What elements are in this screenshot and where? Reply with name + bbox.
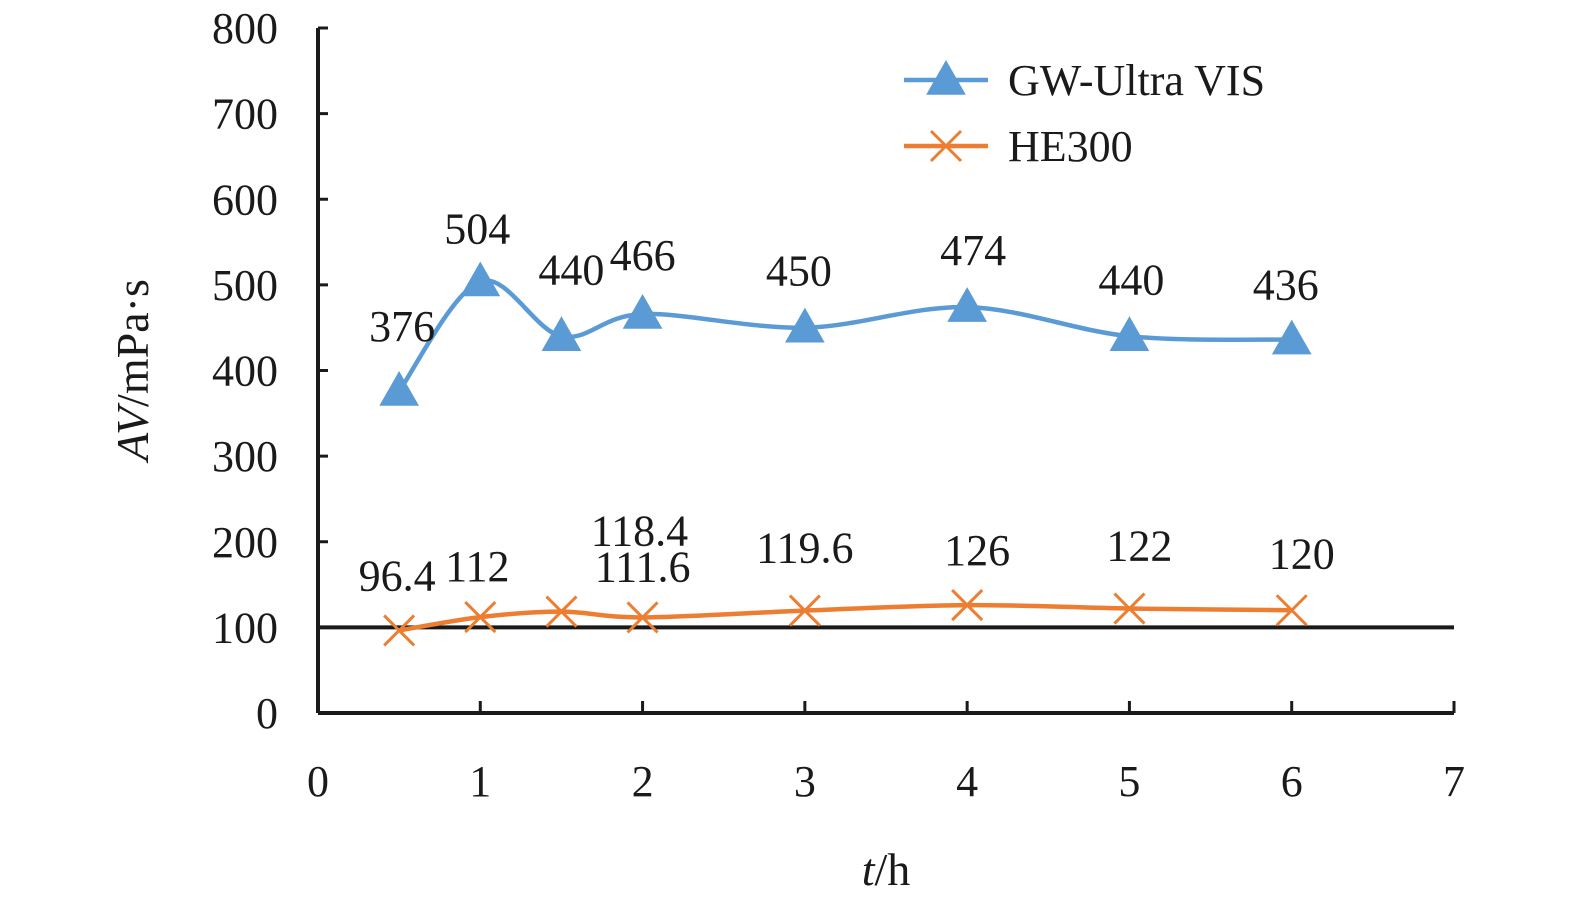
- data-label: 111.6: [595, 542, 691, 591]
- data-label: 96.4: [359, 551, 436, 600]
- data-label: 436: [1253, 261, 1319, 310]
- data-label: 112: [445, 542, 509, 591]
- legend-label: HE300: [1008, 122, 1133, 171]
- x-tick-label: 6: [1281, 757, 1303, 806]
- data-label: 376: [369, 302, 435, 351]
- data-label: 118.4: [591, 507, 688, 556]
- data-point: [541, 316, 582, 351]
- data-label: 450: [766, 247, 832, 296]
- y-tick-label: 0: [256, 689, 278, 738]
- y-tick-label: 600: [212, 175, 278, 224]
- data-point-stroke: [545, 595, 578, 628]
- x-tick-label: 5: [1118, 757, 1140, 806]
- data-point-stroke: [951, 589, 984, 622]
- x-tick-label: 2: [632, 757, 654, 806]
- legend-marker: [929, 129, 963, 163]
- data-point: [383, 614, 416, 647]
- x-axis-title: t/h: [862, 844, 911, 895]
- y-tick-label: 700: [212, 90, 278, 139]
- data-label: 474: [940, 226, 1006, 275]
- data-point: [951, 589, 984, 622]
- data-point-stroke: [1275, 594, 1308, 627]
- data-point: [379, 371, 420, 406]
- y-tick-label: 300: [212, 432, 278, 481]
- legend-marker: [926, 59, 966, 95]
- data-point: [1271, 319, 1312, 355]
- data-point-stroke: [383, 614, 416, 647]
- x-tick-label: 0: [307, 757, 329, 806]
- data-point: [784, 307, 825, 343]
- x-tick-label: 7: [1443, 757, 1465, 806]
- data-point: [622, 293, 663, 329]
- data-point-stroke: [626, 601, 659, 634]
- data-point-stroke: [464, 601, 497, 634]
- data-point: [1109, 316, 1150, 351]
- data-label: 126: [944, 526, 1010, 575]
- data-label: 122: [1106, 522, 1172, 571]
- series-layer: [379, 261, 1312, 647]
- y-tick-label: 200: [212, 518, 278, 567]
- data-point: [1113, 592, 1146, 625]
- y-tick-label: 800: [212, 4, 278, 53]
- data-point: [626, 601, 659, 634]
- data-label: 466: [610, 231, 676, 280]
- data-label: 119.6: [756, 524, 853, 573]
- tick-labels: 0 100 200 300 400 500 600 700 800 0 1 2 3 4 5 6 7: [212, 4, 1465, 806]
- data-point: [788, 594, 821, 627]
- y-axis-title: AV/mPa·s: [107, 279, 158, 464]
- y-tick-label: 500: [212, 261, 278, 310]
- data-point-stroke: [788, 594, 821, 627]
- legend-label: GW-Ultra VIS: [1008, 56, 1265, 105]
- x-tick-label: 1: [469, 757, 491, 806]
- data-point: [947, 287, 988, 322]
- data-label: 504: [444, 204, 510, 253]
- y-tick-label: 400: [212, 347, 278, 396]
- data-label: 120: [1269, 529, 1335, 578]
- y-tick-label: 100: [212, 603, 278, 652]
- data-point: [464, 601, 497, 634]
- legend-marker-stroke: [929, 129, 963, 163]
- data-point: [545, 595, 578, 628]
- data-point: [460, 261, 501, 297]
- data-point-stroke: [1113, 592, 1146, 625]
- data-label: 440: [1098, 255, 1164, 304]
- x-tick-label: 4: [956, 757, 978, 806]
- x-tick-label: 3: [794, 757, 816, 806]
- legend: GW-Ultra VIS HE300: [904, 56, 1265, 171]
- data-label: 440: [538, 245, 604, 294]
- chart-axes: [316, 26, 1456, 715]
- data-point: [1275, 594, 1308, 627]
